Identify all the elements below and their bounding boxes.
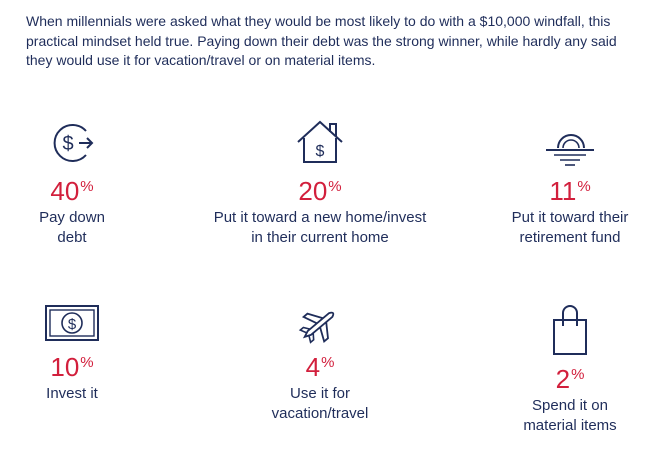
stat-value: 4 bbox=[305, 352, 321, 382]
svg-text:$: $ bbox=[62, 133, 73, 155]
stat-label-line: material items bbox=[523, 417, 617, 434]
stat-unit: % bbox=[80, 354, 94, 371]
stat-label-line: retirement fund bbox=[519, 229, 621, 246]
stat-unit: % bbox=[80, 178, 94, 195]
stat-vacation: 4% Use it for vacation/travel bbox=[210, 304, 430, 424]
stat-invest: $ 10% Invest it bbox=[0, 304, 182, 404]
stat-pay-down-debt: $ 40% Pay down debt bbox=[0, 118, 182, 248]
stat-value: 10 bbox=[50, 352, 80, 382]
svg-text:$: $ bbox=[68, 316, 77, 333]
stat-material-items: 2% Spend it on material items bbox=[460, 304, 656, 436]
stat-label-line: debt bbox=[57, 229, 87, 246]
stat-retirement: 11% Put it toward their retirement fund bbox=[460, 118, 656, 248]
stat-new-home: $ 20% Put it toward a new home/invest in… bbox=[210, 118, 430, 248]
stat-value: 20 bbox=[298, 176, 328, 206]
stat-label-line: Use it for bbox=[289, 385, 350, 402]
airplane-icon bbox=[298, 311, 335, 344]
stat-label-line: Put it toward their bbox=[511, 209, 629, 226]
intro-text: When millennials were asked what they wo… bbox=[26, 13, 617, 68]
stat-unit: % bbox=[577, 178, 591, 195]
stat-label-line: vacation/travel bbox=[271, 405, 369, 422]
stat-label-line: Pay down bbox=[39, 209, 105, 226]
house-dollar-icon: $ bbox=[297, 120, 343, 163]
stat-unit: % bbox=[321, 354, 335, 371]
stat-value: 2 bbox=[555, 364, 571, 394]
stat-value: 11 bbox=[549, 176, 577, 206]
stat-value: 40 bbox=[50, 176, 80, 206]
dollar-bill-icon: $ bbox=[45, 305, 99, 341]
shopping-bag-icon bbox=[553, 305, 587, 355]
stat-unit: % bbox=[328, 178, 342, 195]
stat-label-line: Spend it on bbox=[532, 397, 608, 414]
stat-label-line: Put it toward a new home/invest bbox=[213, 209, 427, 226]
dollar-arrow-icon: $ bbox=[53, 124, 94, 162]
stat-label-line: in their current home bbox=[251, 229, 389, 246]
stat-label-line: Invest it bbox=[46, 385, 98, 402]
stat-unit: % bbox=[571, 366, 585, 383]
svg-text:$: $ bbox=[316, 143, 325, 160]
sunset-icon bbox=[546, 134, 594, 166]
